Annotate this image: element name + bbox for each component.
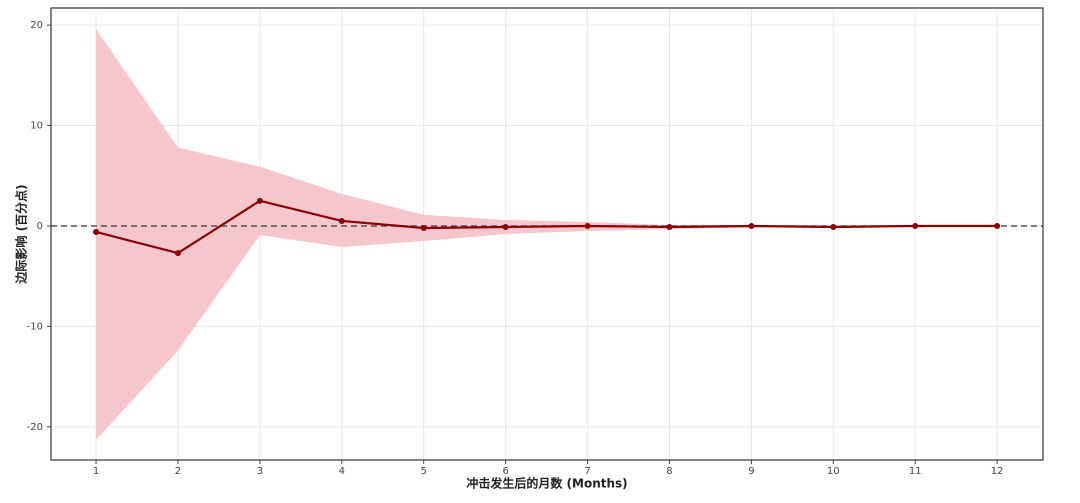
y-tick-label: 10 xyxy=(30,121,43,132)
x-tick-label: 6 xyxy=(502,466,508,477)
x-tick-label: 8 xyxy=(666,466,672,477)
x-tick-label: 1 xyxy=(93,466,99,477)
point xyxy=(174,250,181,257)
point xyxy=(748,222,755,229)
y-tick-label: 20 xyxy=(30,20,43,31)
y-tick-label: 0 xyxy=(37,221,43,232)
x-tick-label: 12 xyxy=(991,466,1004,477)
x-tick-label: 9 xyxy=(748,466,754,477)
x-tick-label: 10 xyxy=(827,466,840,477)
plot-frame xyxy=(50,7,1044,461)
point xyxy=(584,222,591,229)
x-tick-label: 5 xyxy=(421,466,427,477)
line xyxy=(95,199,998,255)
point xyxy=(666,223,673,230)
y-tick-label: -20 xyxy=(27,422,43,433)
point xyxy=(256,197,263,204)
point xyxy=(93,228,100,235)
point xyxy=(502,223,509,230)
y-axis-title: 边际影响 (百分点) xyxy=(14,184,29,284)
point xyxy=(830,223,837,230)
point xyxy=(994,222,1001,229)
point xyxy=(338,217,345,224)
confidence-band xyxy=(96,29,998,440)
point xyxy=(420,224,427,231)
x-tick-label: 7 xyxy=(584,466,590,477)
point xyxy=(912,222,919,229)
y-tick-label: -10 xyxy=(27,321,43,332)
x-axis-title: 冲击发生后的月数 (Months) xyxy=(466,476,627,491)
x-tick-label: 3 xyxy=(257,466,263,477)
x-tick-label: 4 xyxy=(339,466,345,477)
x-tick-label: 2 xyxy=(175,466,181,477)
x-tick-label: 11 xyxy=(909,466,922,477)
